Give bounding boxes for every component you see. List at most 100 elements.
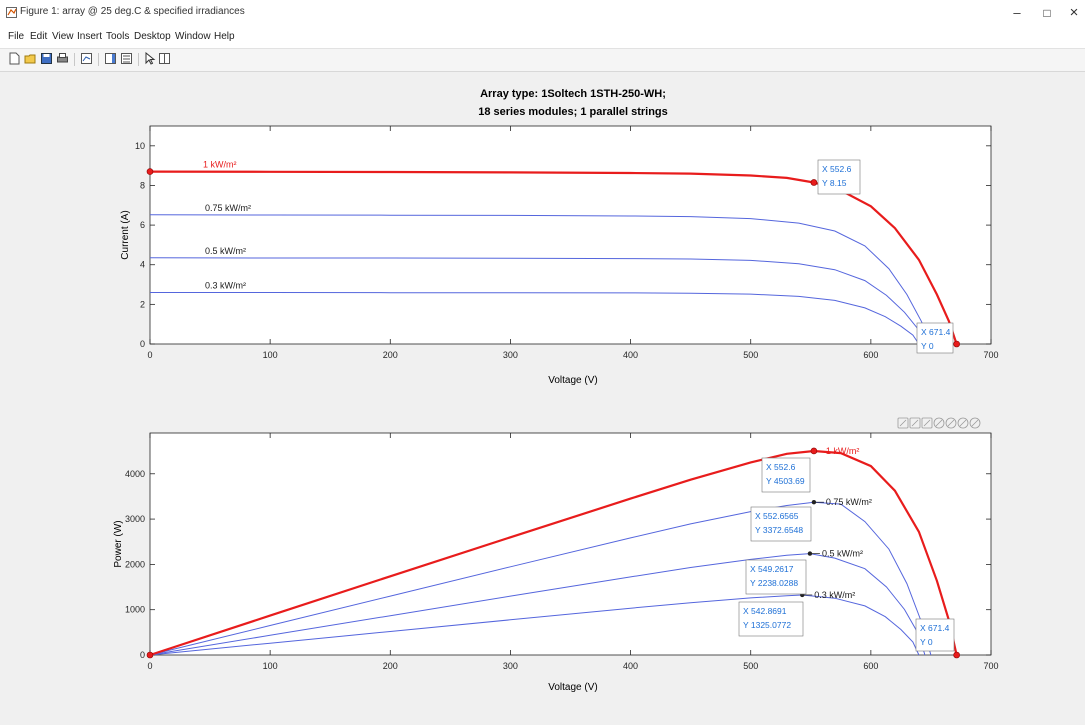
matlab-figure-icon [6,7,17,18]
zoom-out-icon[interactable] [957,417,969,429]
datatip-box[interactable] [761,457,811,493]
x-tick-label: 500 [743,661,758,671]
y-tick-label: 3000 [125,514,145,524]
series-line [149,214,932,345]
x-tick-label: 700 [983,350,998,360]
pv-curve-axes: 0 100 200 300 400 500 600 70001000200030004000 … [113,432,999,693]
x-tick-label: 500 [743,350,758,360]
y-tick-label: 4 [140,260,145,270]
axes-toolbar [897,417,981,429]
figure-toolbar [0,49,1085,72]
iv-plot-box [149,125,992,345]
datatip-y: Y 4503.69 [766,476,805,486]
restore-view-icon[interactable] [969,417,981,429]
data-point-marker[interactable] [146,651,154,659]
insert-legend-icon[interactable] [120,52,133,65]
data-point-marker[interactable] [810,179,818,186]
new-figure-icon[interactable] [8,52,21,65]
y-axis-label: Power (W) [113,520,124,567]
datatip-box[interactable] [745,559,807,595]
menu-help[interactable]: Help [214,31,235,42]
datatip-y: Y 0 [921,341,934,351]
x-tick-label: 300 [503,661,518,671]
datatip-box[interactable] [750,506,812,542]
data-point-marker[interactable] [953,340,960,348]
data-cursor-icon[interactable] [909,417,921,429]
close-button[interactable]: × [1069,4,1079,21]
insert-colorbar-icon[interactable] [104,52,117,65]
x-tick-label: 400 [623,350,638,360]
datatip-y: Y 2238.0288 [750,578,798,588]
menu-file[interactable]: File [8,31,25,42]
datatip-box[interactable] [915,618,955,652]
datatip-x: X 552.6 [766,462,796,472]
minimize-button[interactable]: – [1013,5,1021,20]
data-point-marker[interactable] [810,447,818,455]
plot-tools-icon[interactable] [158,52,171,65]
pointer-icon[interactable] [143,52,156,65]
maximize-button[interactable]: □ [1043,6,1051,20]
series-label: 1 kW/m² [203,160,237,170]
mpp-marker[interactable] [811,500,817,505]
datatip-box[interactable] [738,601,804,637]
menu-desktop[interactable]: Desktop [134,31,171,42]
datatip-y: Y 3372.6548 [755,525,803,535]
datatip-x: X 552.6565 [755,511,799,521]
pan-icon[interactable] [921,417,933,429]
x-tick-label: 700 [983,661,998,671]
y-tick-label: 1000 [125,605,145,615]
link-plot-icon[interactable] [80,52,93,65]
series-label: 0.75 kW/m² [826,497,872,507]
datatip-box[interactable] [916,322,954,354]
series-line [149,170,958,345]
x-tick-label: 100 [263,661,278,671]
window-title-bar: Figure 1: array @ 25 deg.C & specified i… [0,0,1085,26]
x-tick-label: 400 [623,661,638,671]
brush-icon[interactable] [897,417,909,429]
series-line [149,257,926,345]
iv-curve-axes: Array type: 1Soltech 1STH-250-WH; 18 ser… [120,88,999,386]
series-label: 1 kW/m² [826,446,860,456]
mpp-marker[interactable] [807,551,813,556]
x-axis-label: Voltage (V) [548,682,597,693]
x-tick-label: 0 [147,661,152,671]
datatip-y: Y 8.15 [822,178,847,188]
series-line [149,553,926,656]
x-tick-label: 600 [863,350,878,360]
window-title: Figure 1: array @ 25 deg.C & specified i… [20,6,245,17]
menu-edit[interactable]: Edit [30,31,48,42]
open-file-icon[interactable] [24,52,37,65]
x-tick-label: 0 [147,350,152,360]
menu-view[interactable]: View [52,31,74,42]
data-point-marker[interactable] [146,168,154,175]
series-line [149,594,920,656]
datatip-y: Y 0 [920,637,933,647]
y-tick-label: 0 [140,650,145,660]
series-label: 0.3 kW/m² [814,590,855,600]
rotate-icon[interactable] [933,417,945,429]
data-point-marker[interactable] [953,651,960,659]
y-tick-label: 2000 [125,559,145,569]
y-tick-label: 10 [135,141,145,151]
y-tick-label: 2 [140,299,145,309]
series-label: 0.3 kW/m² [205,280,246,290]
print-icon[interactable] [56,52,69,65]
x-tick-label: 100 [263,350,278,360]
zoom-in-icon[interactable] [945,417,957,429]
x-tick-label: 200 [383,661,398,671]
y-axis-label: Current (A) [120,210,131,259]
menu-tools[interactable]: Tools [106,31,130,42]
chart-subtitle: 18 series modules; 1 parallel strings [478,106,668,118]
menu-insert[interactable]: Insert [77,31,103,42]
series-line [149,449,958,657]
series-label: 0.75 kW/m² [205,203,251,213]
menu-bar: File Edit View Insert Tools Desktop Wind… [0,26,1085,49]
x-tick-label: 200 [383,350,398,360]
save-icon[interactable] [40,52,53,65]
menu-window[interactable]: Window [175,31,211,42]
datatip-box[interactable] [817,159,861,195]
x-axis-label: Voltage (V) [548,375,597,386]
series-line [150,292,920,345]
datatip-x: X 671.4 [921,327,951,337]
x-tick-label: 300 [503,350,518,360]
